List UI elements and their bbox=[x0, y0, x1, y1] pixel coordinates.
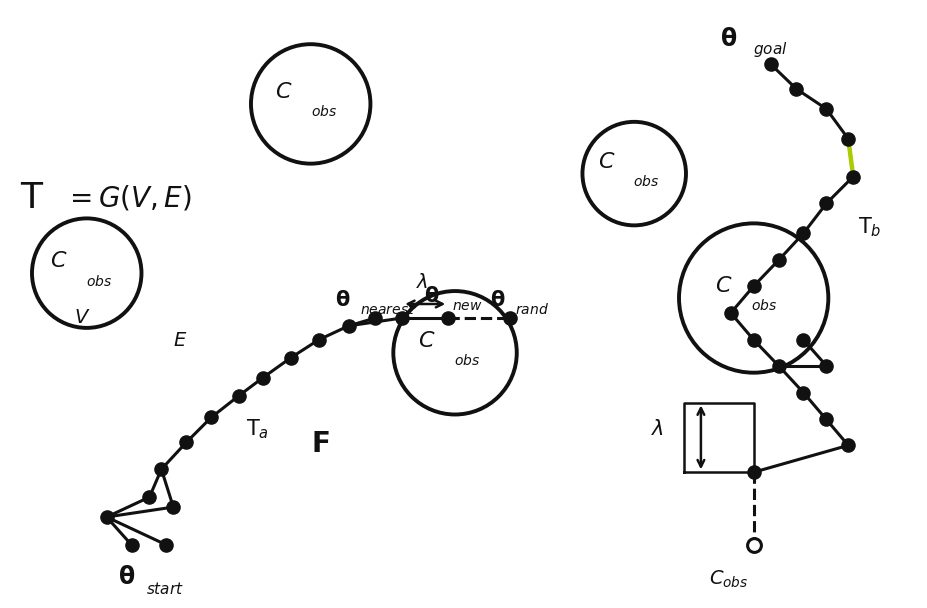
Point bbox=[722, 308, 737, 318]
Point bbox=[840, 440, 855, 450]
Text: $\mathit{obs}$: $\mathit{obs}$ bbox=[632, 174, 659, 189]
Text: $\mathsf{T}_{\mathit{b}}$: $\mathsf{T}_{\mathit{b}}$ bbox=[857, 215, 881, 239]
Text: $\mathit{obs}$: $\mathit{obs}$ bbox=[311, 105, 337, 119]
Point bbox=[762, 59, 777, 69]
Point bbox=[440, 313, 455, 323]
Text: $\mathit{obs}$: $\mathit{obs}$ bbox=[85, 274, 112, 289]
Text: $\mathit{obs}$: $\mathit{obs}$ bbox=[453, 353, 480, 368]
Point bbox=[179, 438, 194, 447]
Point bbox=[770, 255, 785, 265]
Point bbox=[818, 361, 832, 371]
Text: $C$: $C$ bbox=[715, 275, 731, 297]
Point bbox=[142, 492, 157, 502]
Point bbox=[788, 84, 803, 94]
Point bbox=[341, 321, 356, 331]
Text: $\mathit{obs}$: $\mathit{obs}$ bbox=[750, 299, 776, 314]
Point bbox=[840, 134, 855, 143]
Point bbox=[745, 468, 760, 477]
Point bbox=[255, 373, 270, 382]
Text: $\mathit{rand}$: $\mathit{rand}$ bbox=[514, 302, 548, 317]
Point bbox=[795, 388, 810, 398]
Point bbox=[818, 199, 832, 209]
Point bbox=[818, 415, 832, 424]
Text: $\mathbf{\theta}$: $\mathbf{\theta}$ bbox=[719, 27, 737, 51]
Point bbox=[795, 335, 810, 345]
Text: $V$: $V$ bbox=[74, 309, 90, 327]
Point bbox=[368, 313, 383, 323]
Point bbox=[124, 540, 139, 550]
Text: $\mathbf{\theta}$: $\mathbf{\theta}$ bbox=[424, 286, 439, 306]
Point bbox=[818, 104, 832, 114]
Text: $E$: $E$ bbox=[173, 332, 187, 350]
Text: $\mathbf{\theta}$: $\mathbf{\theta}$ bbox=[489, 290, 505, 310]
Point bbox=[770, 361, 785, 371]
Point bbox=[844, 171, 859, 181]
Point bbox=[232, 391, 247, 401]
Point bbox=[745, 282, 760, 291]
Point bbox=[311, 335, 325, 345]
Point bbox=[502, 313, 516, 323]
Point bbox=[745, 540, 760, 550]
Text: $\mathit{goal}$: $\mathit{goal}$ bbox=[752, 40, 786, 58]
Text: $\mathsf{T}_{\mathit{a}}$: $\mathsf{T}_{\mathit{a}}$ bbox=[246, 418, 269, 441]
Point bbox=[159, 540, 173, 550]
Point bbox=[283, 353, 298, 362]
Text: $C$: $C$ bbox=[274, 81, 292, 103]
Text: $\mathsf{T}$: $\mathsf{T}$ bbox=[20, 181, 44, 215]
Text: $\mathit{new}$: $\mathit{new}$ bbox=[451, 299, 482, 313]
Text: $\lambda$: $\lambda$ bbox=[415, 273, 428, 292]
Text: $= G(V, E)$: $= G(V, E)$ bbox=[64, 184, 191, 213]
Text: $\mathit{start}$: $\mathit{start}$ bbox=[146, 581, 184, 596]
Text: $C_{\mathit{obs}}$: $C_{\mathit{obs}}$ bbox=[708, 568, 748, 590]
Text: $C$: $C$ bbox=[50, 250, 68, 272]
Point bbox=[394, 313, 409, 323]
Point bbox=[166, 502, 181, 512]
Text: $C$: $C$ bbox=[418, 330, 436, 352]
Point bbox=[745, 335, 760, 345]
Text: $\lambda$: $\lambda$ bbox=[651, 420, 664, 440]
Text: $\mathbf{F}$: $\mathbf{F}$ bbox=[311, 430, 329, 458]
Point bbox=[795, 229, 810, 238]
Point bbox=[99, 512, 114, 522]
Point bbox=[204, 413, 219, 423]
Text: $C$: $C$ bbox=[597, 151, 615, 173]
Point bbox=[154, 465, 169, 474]
Text: $\mathbf{\theta}$: $\mathbf{\theta}$ bbox=[118, 565, 135, 589]
Text: $\mathit{nearest}$: $\mathit{nearest}$ bbox=[360, 303, 415, 317]
Text: $\mathbf{\theta}$: $\mathbf{\theta}$ bbox=[335, 290, 349, 310]
